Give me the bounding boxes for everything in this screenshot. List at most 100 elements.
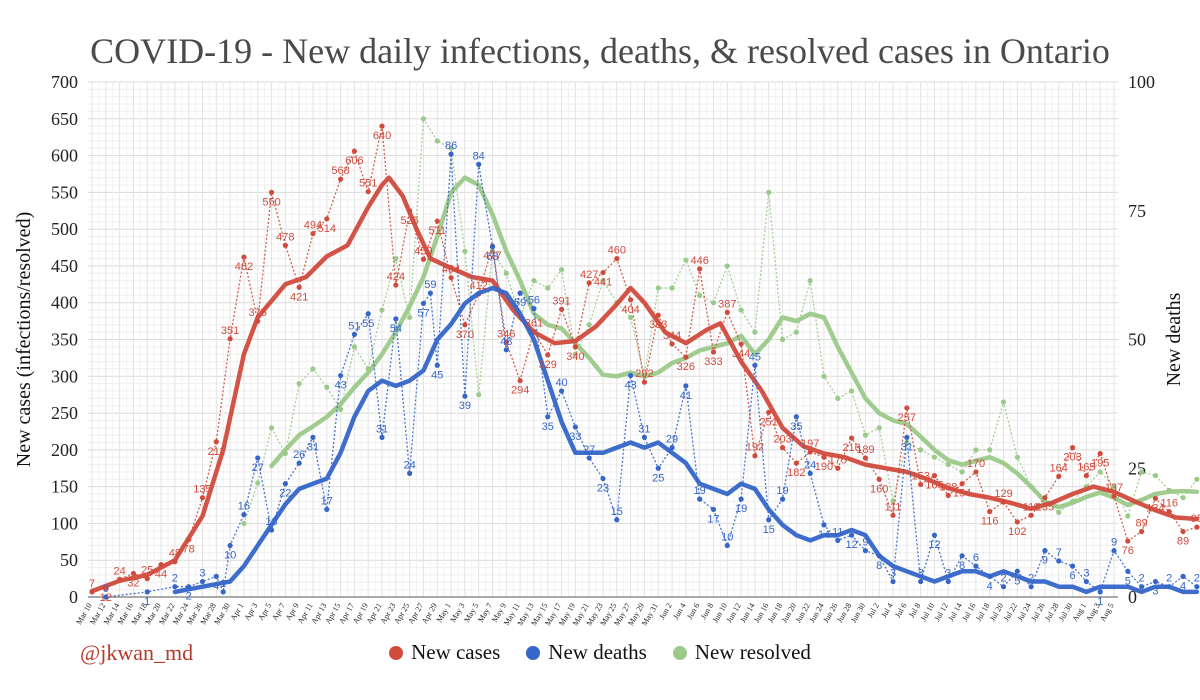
new-deaths-point <box>393 316 399 322</box>
new-deaths-point <box>766 517 772 523</box>
new-resolved-point <box>545 285 551 291</box>
new-resolved-point <box>586 322 592 328</box>
new-deaths-data-label: 55 <box>362 318 374 330</box>
new-resolved-point <box>931 454 938 460</box>
new-resolved-point <box>268 425 275 431</box>
new-cases-data-label: 329 <box>539 359 557 371</box>
new-cases-point <box>296 284 302 290</box>
new-cases-data-label: 640 <box>373 130 391 142</box>
new-cases-point <box>1028 512 1034 518</box>
new-cases-point <box>876 476 882 482</box>
new-deaths-data-label: 4 <box>987 580 993 592</box>
new-deaths-point <box>199 578 206 585</box>
new-deaths-point <box>545 414 551 420</box>
new-resolved-point <box>1014 454 1020 460</box>
new-cases-point <box>779 445 786 451</box>
new-cases-data-label: 525 <box>400 215 418 227</box>
new-deaths-data-label: 27 <box>252 462 264 474</box>
new-cases-data-label: 294 <box>511 385 529 397</box>
new-deaths-data-label: 1 <box>1097 596 1103 608</box>
new-cases-data-label: 48 <box>169 548 181 560</box>
y-left-tick-label: 250 <box>51 403 78 423</box>
new-cases-data-label: 412 <box>470 280 488 292</box>
new-deaths-data-label: 5 <box>1125 575 1131 587</box>
new-cases-point <box>724 309 730 315</box>
new-deaths-data-label: 15 <box>763 524 775 536</box>
new-deaths-data-label: 31 <box>638 423 650 435</box>
new-cases-point <box>586 280 592 286</box>
new-cases-data-label: 134 <box>1146 502 1164 514</box>
y-left-tick-label: 500 <box>51 219 78 239</box>
new-cases-data-label: 203 <box>773 434 791 446</box>
chart-title: COVID-19 - New daily infections, deaths,… <box>90 31 1110 71</box>
new-deaths-point <box>683 383 689 389</box>
y-left-tick-label: 200 <box>51 440 78 460</box>
new-deaths-data-label: 29 <box>666 434 678 446</box>
new-cases-data-label: 138 <box>939 481 957 493</box>
new-cases-data-label: 441 <box>594 277 612 289</box>
new-resolved-point <box>531 278 537 284</box>
new-deaths-point <box>379 434 385 440</box>
new-deaths-data-label: 2 <box>1000 573 1006 585</box>
new-deaths-data-label: 3 <box>1083 568 1089 580</box>
new-deaths-data-label: 15 <box>611 506 623 518</box>
new-cases-data-label: 326 <box>677 361 695 373</box>
new-cases-data-label: 12 <box>100 592 112 604</box>
new-deaths-point <box>1152 578 1159 585</box>
new-deaths-point <box>517 290 523 296</box>
new-resolved-point <box>1056 509 1062 515</box>
new-resolved-point <box>669 285 675 291</box>
new-cases-data-label: 478 <box>276 231 294 243</box>
new-resolved-point <box>807 278 813 284</box>
new-cases-data-label: 351 <box>221 325 239 337</box>
new-deaths-data-label: 16 <box>238 501 250 513</box>
new-deaths-point <box>503 347 509 353</box>
new-cases-data-label: 89 <box>1177 536 1189 548</box>
new-deaths-data-label: 68 <box>486 251 498 263</box>
new-deaths-point <box>779 496 786 502</box>
y-left-tick-label: 300 <box>51 366 78 386</box>
new-cases-data-label: 404 <box>621 304 639 316</box>
new-deaths-data-label: 25 <box>652 472 664 484</box>
new-deaths-point <box>1083 578 1089 585</box>
new-cases-point <box>752 453 758 459</box>
new-cases-data-label: 514 <box>318 223 336 235</box>
new-deaths-point <box>476 161 482 167</box>
new-deaths-data-label: 4 <box>213 580 219 592</box>
new-resolved-point <box>572 351 578 357</box>
new-deaths-point <box>558 388 565 394</box>
new-resolved-point <box>255 480 261 486</box>
new-cases-data-label: 346 <box>497 328 515 340</box>
new-deaths-point <box>1069 563 1076 569</box>
new-resolved-point <box>241 520 247 527</box>
new-deaths-data-label: 13 <box>265 516 277 528</box>
new-cases-point <box>1097 450 1103 457</box>
new-deaths-point <box>1097 589 1103 595</box>
new-deaths-data-label: 9 <box>1042 555 1048 567</box>
new-deaths-data-label: 9 <box>862 537 868 549</box>
new-deaths-point <box>310 434 316 440</box>
new-cases-data-label: 32 <box>127 577 139 589</box>
new-resolved-point <box>1000 399 1007 405</box>
new-cases-point <box>614 255 620 262</box>
new-cases-data-label: 606 <box>345 155 363 167</box>
new-deaths-point <box>282 481 288 487</box>
new-cases-data-label: 154 <box>953 488 971 500</box>
new-cases-data-label: 170 <box>967 458 985 470</box>
new-deaths-data-label: 35 <box>542 421 554 433</box>
new-deaths-point <box>931 532 938 538</box>
new-cases-data-label: 424 <box>387 271 405 283</box>
new-deaths-point <box>959 553 965 559</box>
new-resolved-point <box>407 314 413 321</box>
new-cases-point <box>517 378 523 384</box>
new-cases-point <box>365 189 371 195</box>
new-deaths-data-label: 1 <box>144 596 150 608</box>
new-resolved-point <box>848 388 855 394</box>
new-deaths-point <box>241 511 247 518</box>
new-deaths-data-label: 19 <box>735 503 747 515</box>
new-deaths-data-label: 84 <box>473 150 485 162</box>
new-deaths-point <box>600 475 606 482</box>
new-cases-data-label: 211 <box>208 446 226 458</box>
new-cases-data-label: 116 <box>981 516 999 528</box>
new-resolved-point <box>766 189 772 195</box>
